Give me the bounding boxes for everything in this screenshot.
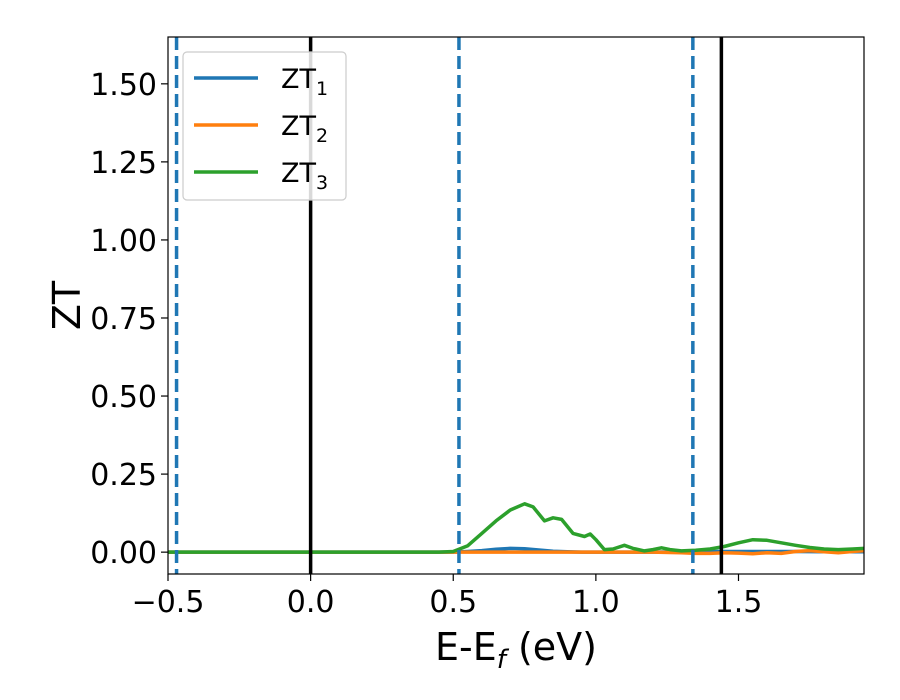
y-tick-label: 0.50 — [90, 380, 157, 415]
legend: ZT1 ZT2 ZT3 — [182, 51, 347, 201]
x-tick-label: 1.5 — [715, 585, 763, 620]
axes: −0.5 0.0 0.5 1.0 1.5 0.00 0.25 0.50 0.75 1.00 1.25… — [45, 36, 865, 675]
x-tick-label: 0.5 — [429, 585, 477, 620]
plot-area — [168, 37, 864, 574]
x-axis-title: E-Ef (eV) — [435, 625, 597, 675]
legend-box — [182, 51, 347, 201]
x-tick-label: 0.0 — [287, 585, 335, 620]
axes-frame — [167, 36, 865, 575]
series-line-3 — [168, 502, 864, 554]
legend-label-2: ZT2 — [281, 111, 328, 147]
y-tick-label: 0.25 — [90, 458, 157, 493]
series-line-2 — [168, 548, 864, 556]
x-tick-label: −0.5 — [132, 585, 205, 620]
y-tick-label: 1.25 — [90, 146, 157, 181]
y-tick-label: 0.00 — [90, 536, 157, 571]
y-tick-label: 0.75 — [90, 302, 157, 337]
legend-label-1: ZT1 — [281, 64, 328, 100]
y-tick-label: 1.50 — [90, 68, 157, 103]
y-axis-title: ZT — [45, 280, 89, 330]
x-tick-label: 1.0 — [572, 585, 620, 620]
y-tick-label: 1.00 — [90, 224, 157, 259]
legend-label-3: ZT3 — [281, 158, 328, 194]
